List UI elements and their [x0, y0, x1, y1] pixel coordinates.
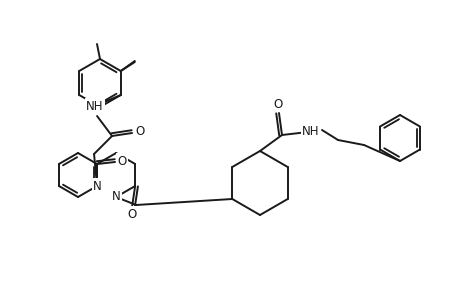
Text: O: O — [135, 124, 145, 137]
Text: NH: NH — [86, 100, 104, 112]
Text: O: O — [117, 154, 126, 167]
Text: O: O — [273, 98, 282, 110]
Text: NH: NH — [302, 124, 319, 137]
Text: O: O — [127, 208, 136, 220]
Text: N: N — [92, 179, 101, 193]
Text: N: N — [112, 190, 120, 203]
